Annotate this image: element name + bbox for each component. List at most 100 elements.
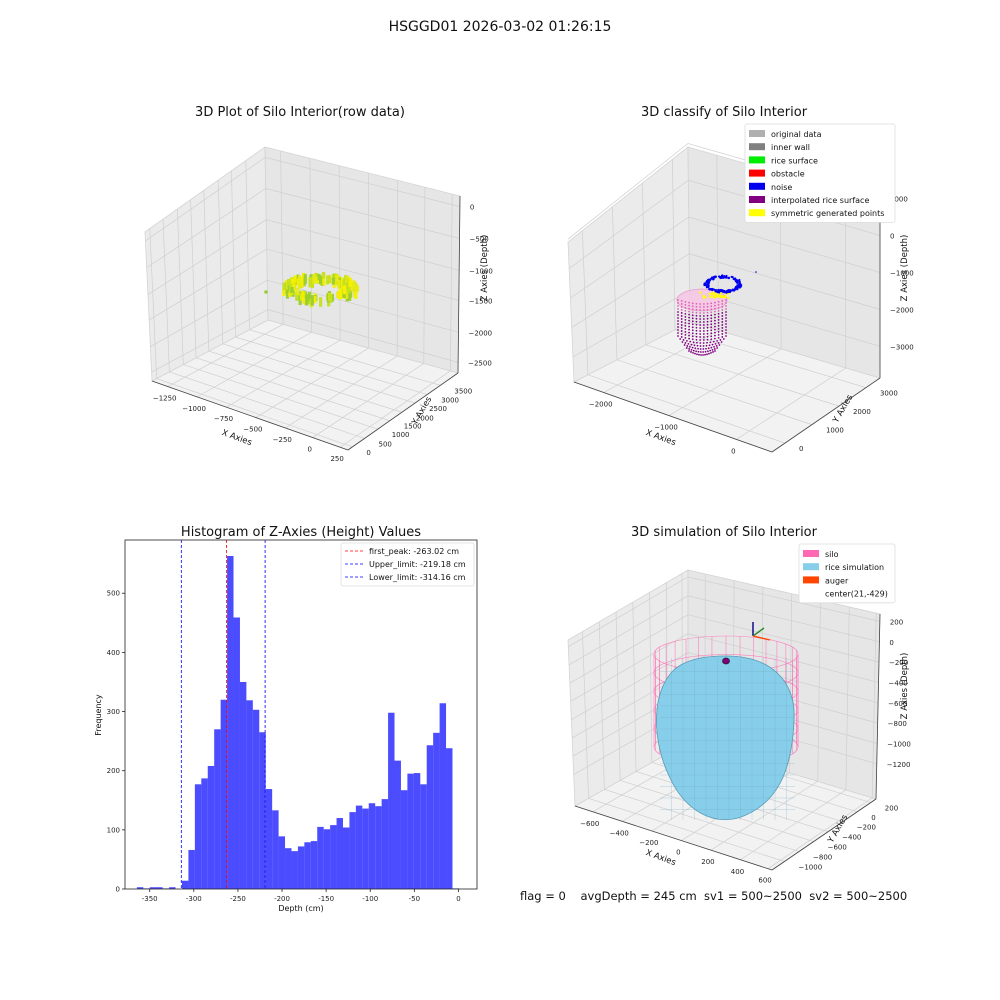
x-tick-label: 0	[307, 446, 311, 454]
z-tick-label: −2000	[468, 329, 492, 337]
histogram-bar	[400, 790, 408, 889]
legend-swatch	[749, 182, 765, 190]
data-point	[688, 337, 690, 340]
data-point	[717, 342, 720, 344]
data-point	[710, 323, 713, 326]
gridline-y	[177, 209, 378, 430]
data-point	[702, 345, 705, 347]
data-point	[702, 348, 705, 350]
data-point	[736, 281, 739, 285]
legend-label: interpolated rice surface	[771, 196, 869, 205]
data-point	[344, 292, 348, 299]
gridline-x	[312, 187, 426, 438]
y-tick-label: 500	[107, 590, 120, 598]
histogram-bar	[220, 699, 228, 889]
data-point	[721, 300, 724, 302]
data-point	[308, 277, 312, 288]
x-tick-label: 200	[701, 858, 714, 866]
data-point	[691, 308, 694, 311]
data-point	[287, 279, 291, 289]
data-point	[695, 305, 698, 308]
histogram-bar	[265, 789, 273, 889]
data-point	[712, 288, 716, 291]
data-point	[725, 335, 727, 337]
x-tick-label: 1000	[0, 0, 9, 2]
x-tick-label: −250	[273, 436, 292, 444]
data-point	[677, 332, 679, 334]
data-point	[680, 336, 683, 338]
data-point	[690, 343, 693, 346]
data-point	[684, 303, 687, 306]
gridline-y	[672, 159, 867, 388]
data-point	[695, 320, 698, 323]
data-point	[688, 334, 690, 337]
data-point	[691, 329, 694, 332]
data-point	[721, 309, 724, 311]
gridline-z	[568, 576, 880, 647]
data-point	[710, 346, 713, 349]
data-point	[684, 333, 687, 336]
data-point	[704, 296, 707, 299]
data-point	[688, 307, 690, 310]
data-point	[708, 292, 712, 296]
x-tick-label: 600	[758, 877, 771, 885]
data-point	[300, 276, 304, 288]
data-point	[706, 353, 708, 356]
x-tick-label: −1000	[654, 424, 678, 432]
panel-3d-simulation: −600 −400 −200 0 200 400 600 200 0 −200 −400 −600 −8…	[567, 525, 911, 885]
histogram-bar	[239, 681, 247, 889]
data-point	[721, 324, 724, 326]
histogram-bar	[149, 887, 157, 889]
x-axis-line	[573, 381, 773, 453]
gridline-y	[149, 228, 353, 448]
data-point	[692, 349, 695, 352]
data-point	[733, 288, 736, 291]
data-point	[691, 311, 694, 314]
data-point	[704, 353, 706, 356]
x-tick-label: 0	[731, 447, 735, 455]
histogram-bar	[375, 806, 382, 889]
data-point	[711, 276, 714, 279]
data-point	[696, 353, 698, 356]
data-point	[710, 308, 713, 311]
data-point	[695, 317, 698, 320]
data-point	[264, 290, 268, 294]
data-point	[738, 281, 741, 284]
x-tick-label: -250	[230, 895, 246, 903]
z-tick-label: −1000	[887, 741, 911, 749]
data-point	[308, 291, 312, 299]
data-point	[708, 344, 711, 347]
y-tick-label: −1000	[798, 863, 822, 871]
data-point	[699, 306, 702, 308]
data-point	[691, 346, 694, 349]
data-point	[705, 344, 708, 347]
legend-label: obstacle	[771, 170, 805, 179]
histogram-bar	[272, 810, 279, 889]
legend-label: center(21,-429)	[825, 590, 888, 599]
data-point	[684, 318, 687, 321]
gridline-z	[570, 216, 881, 299]
data-point	[688, 325, 690, 328]
data-point	[714, 334, 716, 337]
data-point	[727, 296, 730, 300]
data-point	[354, 285, 358, 293]
data-point	[677, 302, 679, 304]
data-point	[721, 330, 724, 332]
x-tick-label: −750	[214, 415, 233, 423]
legend-box	[798, 543, 896, 604]
panel-title: 3D simulation of Silo Interior	[631, 525, 818, 540]
data-point	[699, 309, 702, 311]
x-tick-label: −400	[610, 829, 629, 837]
data-point	[713, 296, 717, 299]
legend-swatch	[803, 550, 819, 557]
gridline-z	[569, 614, 880, 684]
histogram-bar	[420, 784, 427, 889]
data-point	[677, 299, 679, 301]
data-point	[705, 281, 708, 284]
gridline-x	[603, 155, 719, 393]
data-point	[680, 312, 683, 314]
x-tick-label: 400	[731, 868, 744, 876]
data-point	[696, 341, 698, 344]
data-point	[699, 312, 702, 314]
data-point	[685, 347, 688, 349]
